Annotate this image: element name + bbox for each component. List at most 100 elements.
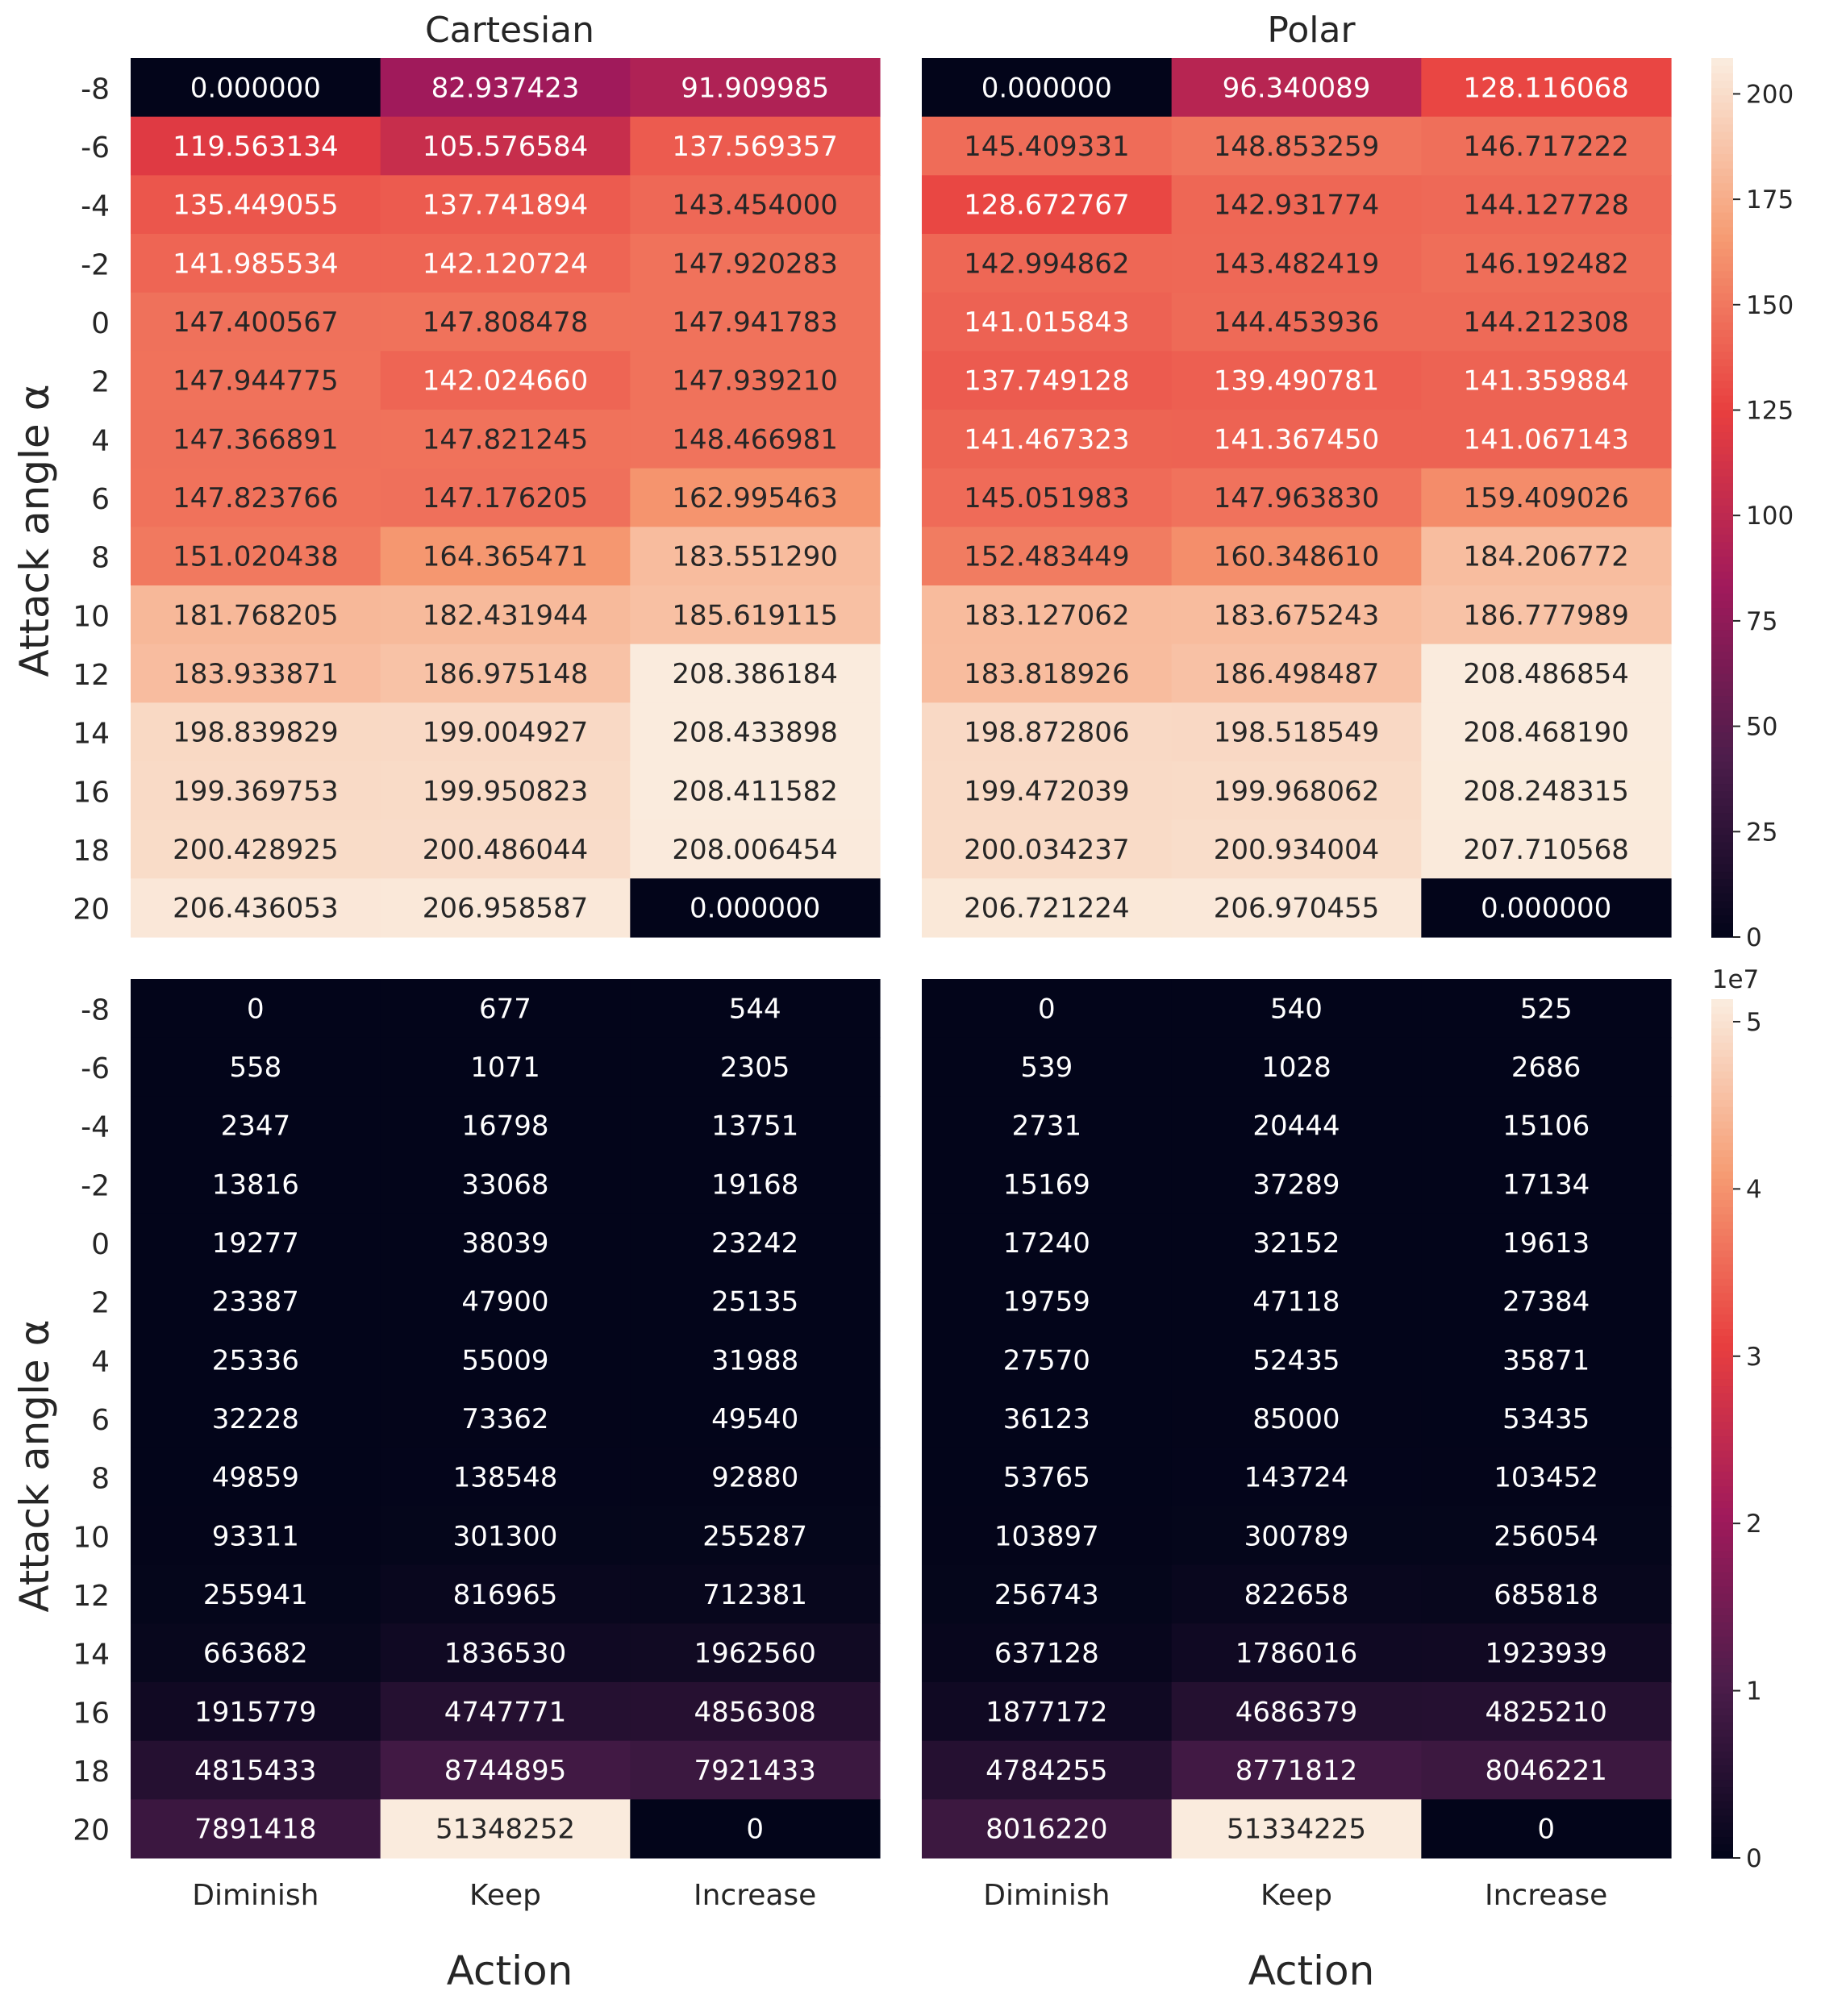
heatmap-cell <box>131 1623 381 1683</box>
heatmap-cell <box>922 234 1173 294</box>
colorbar-segment <box>1711 1393 1733 1401</box>
colorbar-segment <box>1711 1722 1733 1731</box>
colorbar-segment <box>1711 556 1733 564</box>
x-tick-label: Keep <box>469 1879 541 1912</box>
colorbar-segment <box>1711 1006 1733 1014</box>
heatmap-cell <box>1421 175 1672 235</box>
colorbar-segment <box>1711 1092 1733 1101</box>
heatmap-cell <box>1421 585 1672 645</box>
heatmap-cell <box>1421 1506 1672 1566</box>
heatmap-cell <box>1421 644 1672 703</box>
colorbar-segment <box>1711 394 1733 403</box>
cell-label: 23387 <box>212 1286 299 1318</box>
cell-label: 147.939210 <box>672 365 838 398</box>
heatmap-cell <box>131 1213 381 1272</box>
colorbar-segment <box>1711 1177 1733 1186</box>
colorbar-segment <box>1711 1242 1733 1251</box>
colorbar-segment <box>1711 1700 1733 1709</box>
colorbar-segment <box>1711 1328 1733 1336</box>
colorbar-segment <box>1711 1249 1733 1258</box>
colorbar-segment <box>1711 336 1733 345</box>
y-tick-label: 0 <box>91 1228 110 1261</box>
colorbar-segment <box>1711 1070 1733 1079</box>
colorbar-tick-label: 175 <box>1746 185 1794 215</box>
heatmap-cell <box>1171 175 1422 235</box>
cell-label: 16798 <box>461 1110 548 1143</box>
heatmap-cell <box>380 1506 631 1566</box>
heatmap-cell <box>1171 1389 1422 1448</box>
cell-label: 539 <box>1020 1052 1073 1084</box>
heatmap-cell <box>1421 234 1672 294</box>
colorbar-segment <box>1711 410 1733 418</box>
heatmap-cell <box>922 292 1173 352</box>
cell-label: 17134 <box>1502 1168 1590 1201</box>
cell-label: 199.004927 <box>423 717 589 749</box>
heatmap-cell <box>380 58 631 118</box>
cell-label: 49540 <box>711 1403 798 1435</box>
cell-label: 32228 <box>212 1403 299 1435</box>
colorbar-segment <box>1711 1406 1733 1415</box>
y-tick-label: 8 <box>91 542 110 575</box>
colorbar-segment <box>1711 1614 1733 1622</box>
colorbar-segment <box>1711 351 1733 360</box>
colorbar-tick-label: 0 <box>1746 923 1762 952</box>
heatmap-cell <box>380 878 631 938</box>
cell-label: 36123 <box>1003 1403 1090 1435</box>
colorbar-segment <box>1711 1564 1733 1572</box>
heatmap-cell <box>922 644 1173 703</box>
cell-label: 208.248315 <box>1463 775 1629 807</box>
x-axis-label-right: Action <box>1248 1947 1375 1994</box>
cell-label: 208.433898 <box>672 717 838 749</box>
heatmap-cell <box>630 1564 881 1624</box>
heatmap-cell <box>380 351 631 410</box>
heatmap-cell <box>630 1213 881 1272</box>
cell-label: 144.212308 <box>1463 306 1629 339</box>
colorbar-segment <box>1711 629 1733 638</box>
cell-label: 1786016 <box>1236 1638 1357 1670</box>
colorbar-segment <box>1711 1600 1733 1609</box>
colorbar-segment <box>1711 306 1733 315</box>
heatmap-cell <box>131 702 381 762</box>
heatmap-cell <box>380 1213 631 1272</box>
cell-label: 182.431944 <box>423 599 589 631</box>
y-tick-label: 10 <box>73 600 110 633</box>
heatmap-cell <box>630 175 881 235</box>
colorbar-segment <box>1711 123 1733 132</box>
y-tick-label: -4 <box>81 1111 110 1144</box>
heatmap-cell <box>1421 1213 1672 1272</box>
heatmap-cell <box>630 410 881 469</box>
colorbar-segment <box>1711 1292 1733 1301</box>
heatmap-cell <box>1171 585 1422 645</box>
colorbar-segment <box>1711 439 1733 448</box>
y-tick-label: 20 <box>73 893 110 927</box>
colorbar-top: 0 25 50 75 100 125 150 175 200 <box>1711 58 1794 952</box>
heatmap-cell <box>380 819 631 879</box>
heatmap-cell <box>380 1037 631 1097</box>
colorbar-segment <box>1711 665 1733 674</box>
heatmap-cell <box>922 58 1173 118</box>
cell-label: 135.449055 <box>173 190 339 222</box>
colorbar-segment <box>1711 1171 1733 1179</box>
x-tick-label: Increase <box>1485 1879 1607 1912</box>
heatmap-cell <box>630 1389 881 1448</box>
heatmap-cell <box>1421 878 1672 938</box>
colorbar-segment <box>1711 1450 1733 1458</box>
cell-label: 128.672767 <box>964 190 1130 222</box>
colorbar-segment <box>1711 636 1733 645</box>
cell-label: 142.994862 <box>964 248 1130 280</box>
heatmap-cell <box>1421 979 1672 1039</box>
cell-label: 141.015843 <box>964 306 1130 339</box>
colorbar-segment <box>1711 622 1733 631</box>
cell-label: 93311 <box>212 1520 299 1552</box>
cell-label: 2731 <box>1012 1110 1082 1143</box>
cell-label: 141.367450 <box>1214 423 1380 456</box>
colorbar-segment <box>1711 724 1733 733</box>
colorbar-segment <box>1711 241 1733 249</box>
heatmap-cell <box>630 1155 881 1214</box>
cell-label: 103897 <box>994 1520 1099 1552</box>
cell-label: 8046221 <box>1485 1755 1606 1787</box>
heatmap-cell <box>380 410 631 469</box>
heatmap-cell <box>922 1272 1173 1331</box>
colorbar-segment <box>1711 739 1733 748</box>
cell-label: 185.619115 <box>672 599 838 631</box>
